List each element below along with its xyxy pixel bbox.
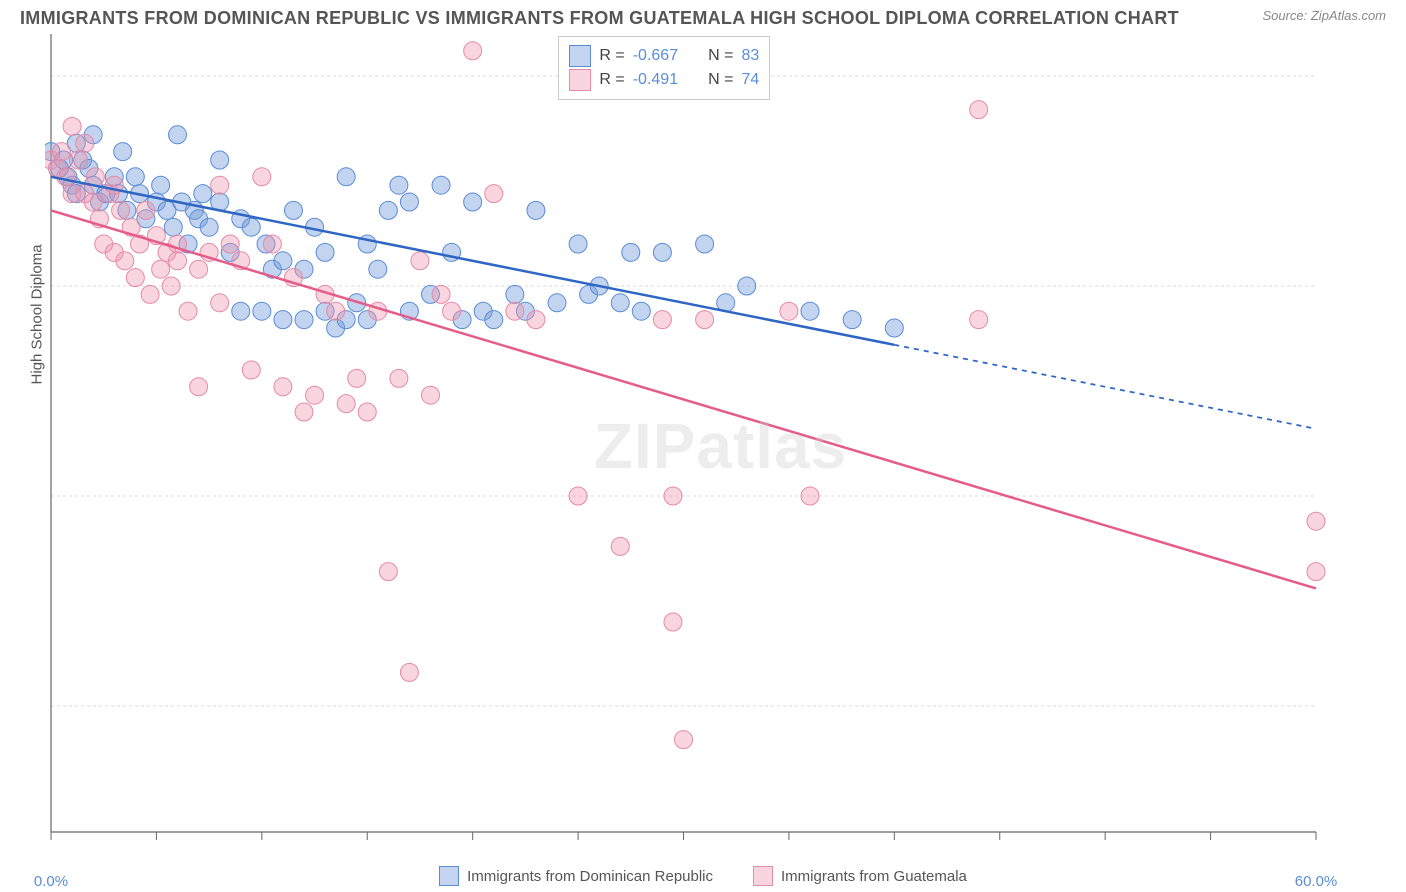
stats-row: R =-0.667N =83 — [569, 45, 759, 67]
legend-label-guatemala: Immigrants from Guatemala — [781, 868, 967, 885]
n-value: 74 — [741, 71, 759, 89]
y-axis-label: High School Diploma — [29, 244, 46, 384]
stats-legend-box: R =-0.667N =83R =-0.491N =74 — [558, 36, 770, 100]
scatter-chart — [45, 30, 1396, 862]
bottom-legend: Immigrants from Dominican Republic Immig… — [0, 866, 1406, 886]
legend-label-dominican: Immigrants from Dominican Republic — [467, 868, 713, 885]
chart-title: IMMIGRANTS FROM DOMINICAN REPUBLIC VS IM… — [20, 8, 1179, 29]
swatch-dominican — [439, 866, 459, 886]
stats-swatch — [569, 45, 591, 67]
source-attribution: Source: ZipAtlas.com — [1262, 8, 1386, 23]
swatch-guatemala — [753, 866, 773, 886]
legend-item-dominican: Immigrants from Dominican Republic — [439, 866, 713, 886]
n-value: 83 — [741, 47, 759, 65]
chart-container: High School Diploma ZIPatlas R =-0.667N … — [45, 30, 1396, 862]
stats-swatch — [569, 69, 591, 91]
r-value: -0.491 — [633, 71, 678, 89]
r-value: -0.667 — [633, 47, 678, 65]
stats-row: R =-0.491N =74 — [569, 69, 759, 91]
legend-item-guatemala: Immigrants from Guatemala — [753, 866, 967, 886]
